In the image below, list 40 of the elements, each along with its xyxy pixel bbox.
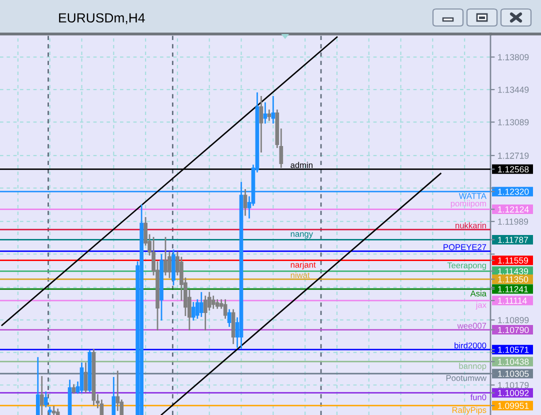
y-tick-label: 1.10305 [498,370,529,377]
y-tick-label: 1.11241 [498,286,528,292]
y-tick-label: 1.12719 [498,152,529,159]
ref-line-label: bannop [459,362,486,371]
chart-title: EURUSDm,H4 [59,13,145,24]
y-tick-label: 1.10571 [498,346,529,353]
y-tick-label: 1.09951 [498,402,529,409]
y-tick-label: 1.10899 [498,317,529,324]
y-tick-label: 1.12320 [498,188,529,195]
y-tick-label: 1.11439 [498,268,528,274]
ref-line-label: jax [476,302,486,310]
ref-line-label: fun0 [470,394,486,400]
ref-line-label: niwat [290,272,310,278]
ref-line-label: Asia [470,290,486,296]
y-tick-label: 1.11114 [498,298,527,304]
y-tick-label: 1.13809 [498,54,529,60]
ref-line-label: Teerapong [447,262,486,270]
y-tick-label: 1.10092 [498,390,529,396]
y-tick-label: 1.12124 [498,206,529,212]
y-tick-label: 1.10179 [498,382,529,388]
ref-line-label: bird2000 [454,342,486,348]
y-tick-label: 1.11559 [498,257,528,264]
y-tick-label: 1.13089 [498,119,529,126]
y-tick-label: 1.11787 [498,236,528,243]
ref-line-label: narjant [290,262,316,270]
ref-line-label: admin [290,162,312,168]
ref-line-label: RallyPips [452,406,486,415]
ref-line-label: pomiipom [450,200,486,208]
ref-line-label: POPEYE27 [444,244,486,250]
y-tick-label: 1.10790 [498,326,529,334]
ref-line-label: Pootumww [446,375,487,381]
y-tick-label: 1.10438 [498,358,529,365]
ref-line-label: WATTA [458,193,486,199]
ref-line-label: nukkarin [456,222,486,228]
y-tick-label: 1.13449 [498,86,529,93]
ref-line-label: nangy [290,232,313,239]
y-tick-label: 1.11989 [498,218,528,225]
y-tick-label: 1.12568 [498,166,529,172]
ref-line-label: wee007 [457,322,486,329]
y-tick-label: 1.11350 [498,276,528,282]
